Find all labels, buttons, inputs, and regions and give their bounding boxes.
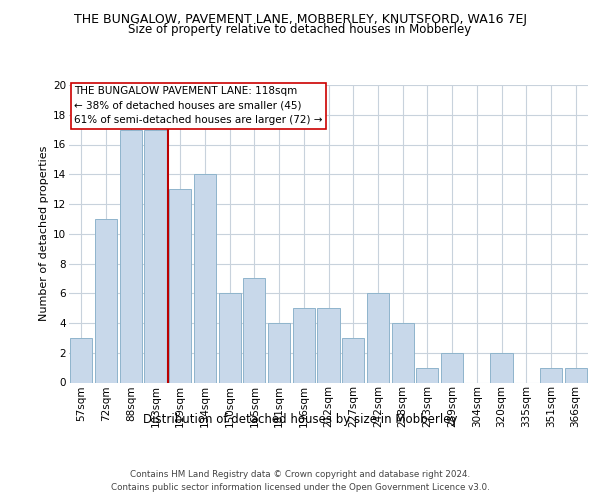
Bar [490, 353, 512, 382]
Bar [342, 338, 364, 382]
Text: Contains HM Land Registry data © Crown copyright and database right 2024.: Contains HM Land Registry data © Crown c… [130, 470, 470, 479]
Y-axis label: Number of detached properties: Number of detached properties [39, 146, 49, 322]
Bar [392, 323, 414, 382]
Bar [540, 368, 562, 382]
Bar [268, 323, 290, 382]
Bar [293, 308, 315, 382]
Text: Contains public sector information licensed under the Open Government Licence v3: Contains public sector information licen… [110, 482, 490, 492]
Text: THE BUNGALOW, PAVEMENT LANE, MOBBERLEY, KNUTSFORD, WA16 7EJ: THE BUNGALOW, PAVEMENT LANE, MOBBERLEY, … [74, 12, 527, 26]
Bar [70, 338, 92, 382]
Bar [95, 219, 117, 382]
Bar [565, 368, 587, 382]
Text: THE BUNGALOW PAVEMENT LANE: 118sqm
← 38% of detached houses are smaller (45)
61%: THE BUNGALOW PAVEMENT LANE: 118sqm ← 38%… [74, 86, 323, 126]
Bar [119, 130, 142, 382]
Bar [416, 368, 439, 382]
Bar [145, 130, 167, 382]
Bar [367, 293, 389, 382]
Bar [169, 189, 191, 382]
Bar [194, 174, 216, 382]
Bar [218, 293, 241, 382]
Bar [243, 278, 265, 382]
Text: Size of property relative to detached houses in Mobberley: Size of property relative to detached ho… [128, 24, 472, 36]
Bar [317, 308, 340, 382]
Text: Distribution of detached houses by size in Mobberley: Distribution of detached houses by size … [143, 412, 457, 426]
Bar [441, 353, 463, 382]
